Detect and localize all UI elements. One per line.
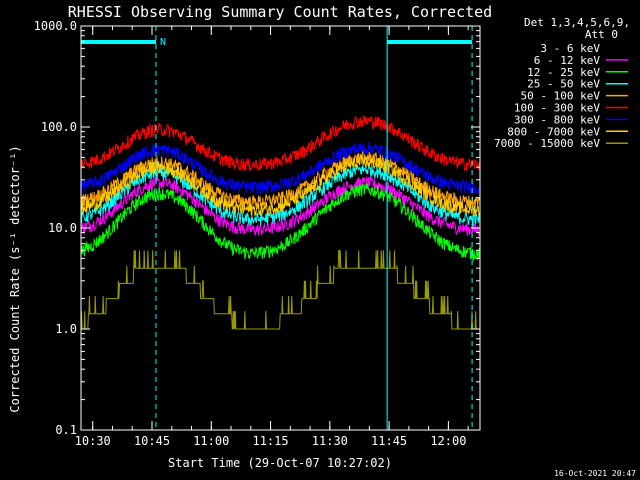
legend-entry-label: 7000 - 15000 keV xyxy=(494,137,600,150)
series-line xyxy=(80,149,481,210)
legend-entry-label: 3 - 6 keV xyxy=(540,42,600,55)
x-tick-label: 11:30 xyxy=(312,434,348,448)
legend-entry-label: 300 - 800 keV xyxy=(514,113,600,126)
legend-entry-label: 800 - 7000 keV xyxy=(507,125,600,138)
plot-area: N xyxy=(80,25,481,431)
y-axis-ticks: 0.1 1.0 10.0 100.0 1000.0 xyxy=(34,19,480,437)
legend-entry-label: 25 - 50 keV xyxy=(527,78,600,91)
interval-flag-label: N xyxy=(160,37,166,48)
chart-title: RHESSI Observing Summary Count Rates, Co… xyxy=(68,3,492,21)
x-axis-label: Start Time (29-Oct-07 10:27:02) xyxy=(168,456,392,470)
x-tick-label: 10:30 xyxy=(75,434,111,448)
series-line xyxy=(80,194,481,283)
y-tick-label: 100.0 xyxy=(41,120,77,134)
legend-entry-label: 100 - 300 keV xyxy=(514,102,600,115)
plot-timestamp: 16-Oct-2021 20:47 xyxy=(554,469,636,478)
y-axis-label: Corrected Count Rate (s⁻¹ detector⁻¹) xyxy=(8,145,22,412)
x-tick-label: 12:00 xyxy=(430,434,466,448)
legend-entry-label: 6 - 12 keV xyxy=(534,54,601,67)
y-tick-label: 10.0 xyxy=(48,221,77,235)
legend-entry-label: 12 - 25 keV xyxy=(527,66,600,79)
series-line xyxy=(80,154,481,217)
legend-header-line-1: Det 1,3,4,5,6,9, xyxy=(524,16,630,29)
legend-header-line-2: Att 0 xyxy=(585,28,618,41)
series-line xyxy=(80,115,481,172)
x-tick-label: 11:15 xyxy=(252,434,288,448)
x-axis-ticks: 10:30 10:45 11:00 11:15 11:30 11:45 12:00 xyxy=(75,26,469,448)
x-tick-label: 11:45 xyxy=(371,434,407,448)
series-line xyxy=(80,175,481,237)
series-line xyxy=(80,142,481,197)
series-line xyxy=(80,183,481,262)
y-tick-label: 1.0 xyxy=(55,322,77,336)
x-tick-label: 10:45 xyxy=(134,434,170,448)
series-line xyxy=(80,249,480,330)
x-tick-label: 11:00 xyxy=(193,434,229,448)
y-tick-label: 0.1 xyxy=(55,423,77,437)
legend-entry-label: 50 - 100 keV xyxy=(521,90,601,103)
y-tick-label: 1000.0 xyxy=(34,19,77,33)
